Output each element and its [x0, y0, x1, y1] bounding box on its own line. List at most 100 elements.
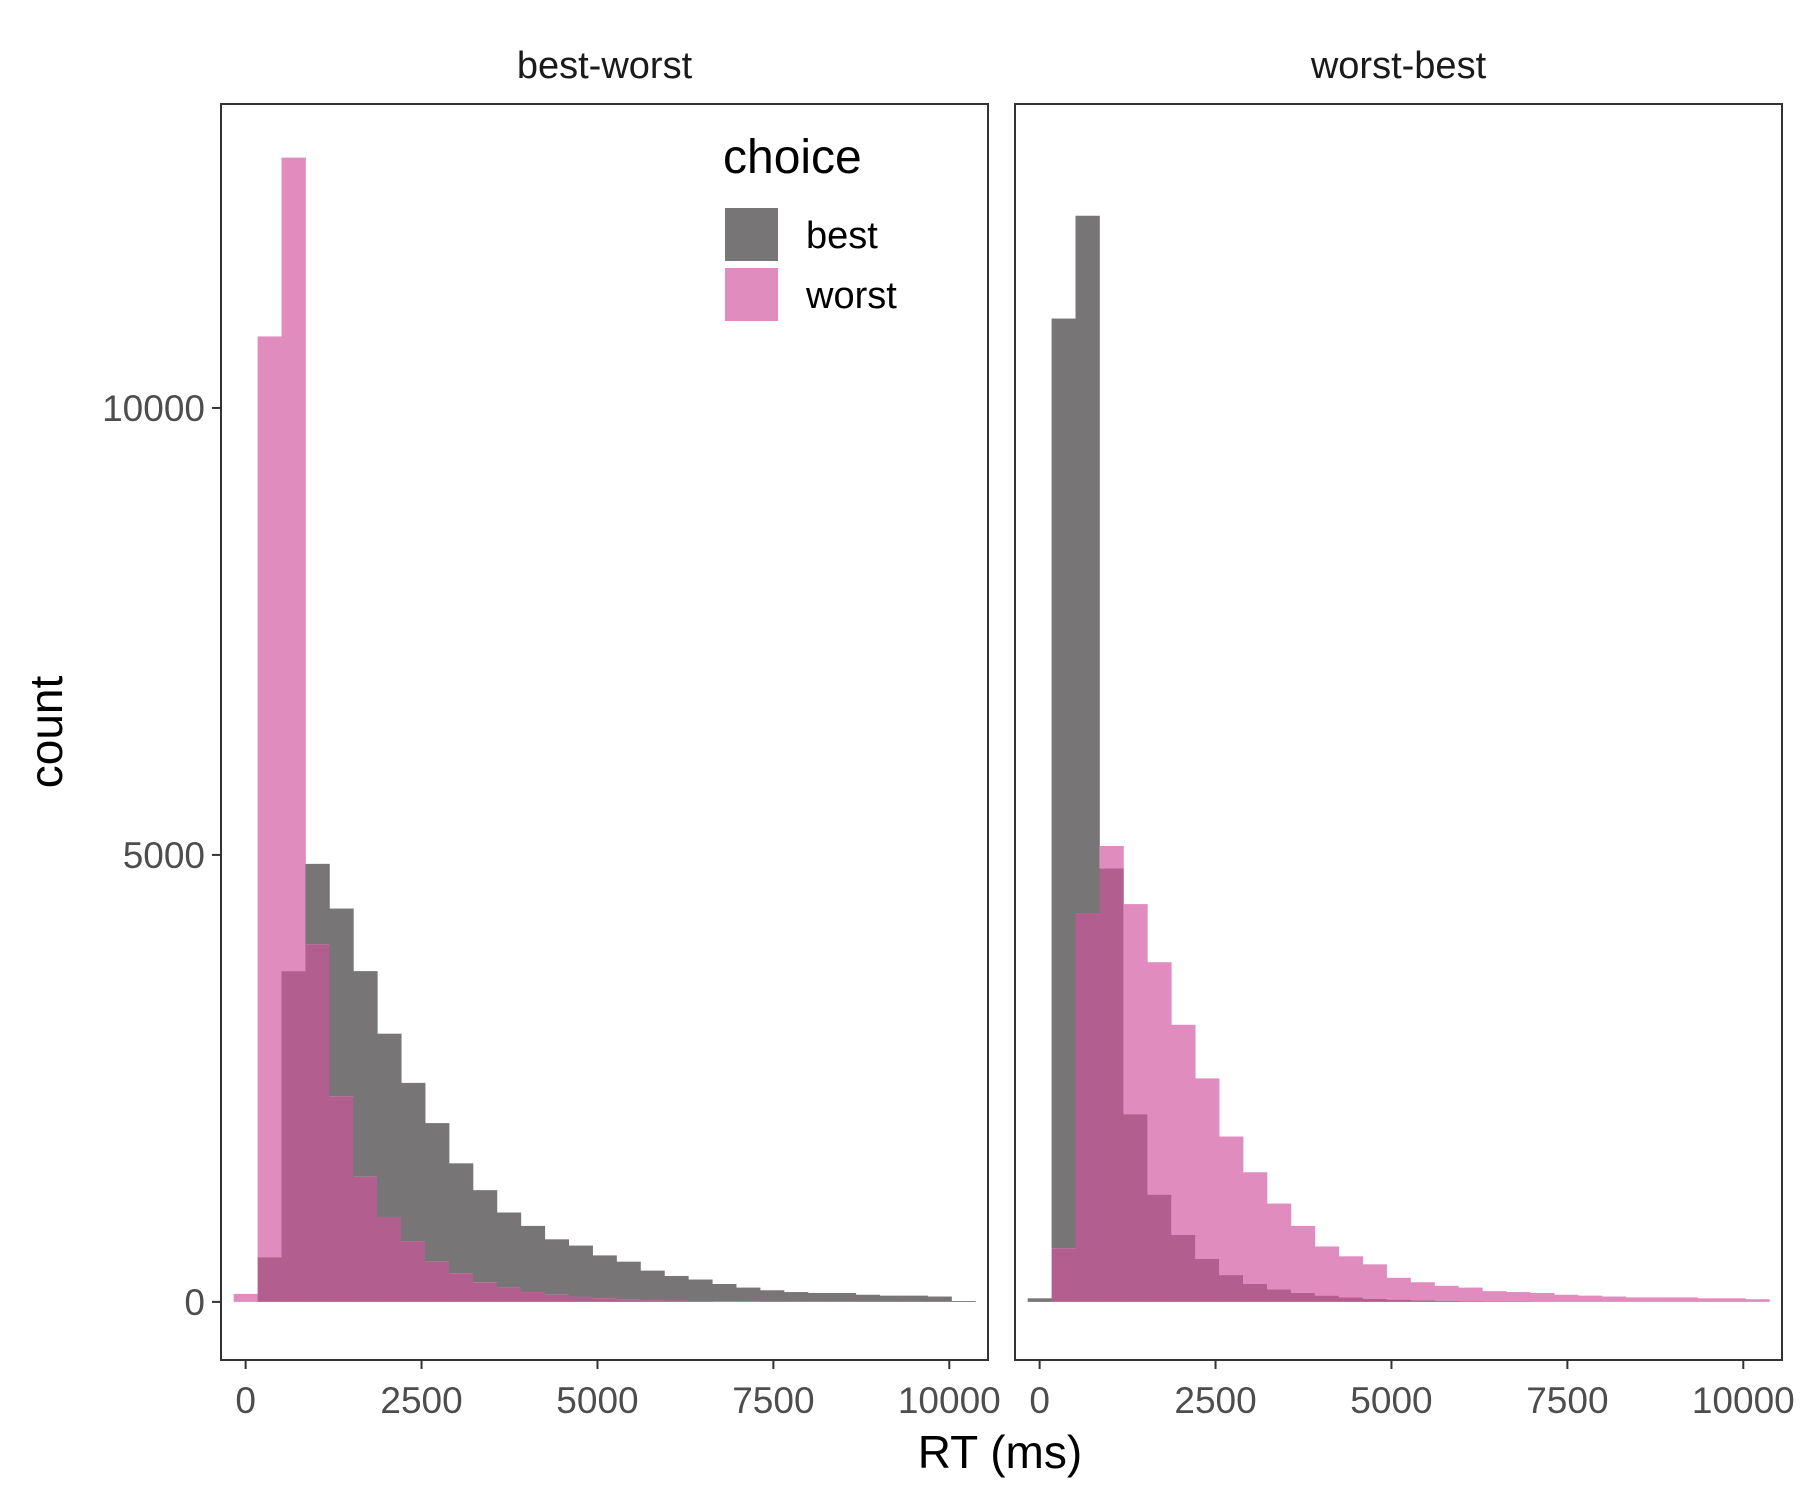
- bar-best: [832, 1293, 856, 1302]
- bar-best: [401, 1083, 425, 1241]
- legend-key-best: [725, 208, 778, 261]
- bar-overlap: [688, 1301, 712, 1302]
- bar-best: [449, 1163, 473, 1273]
- legend-label-best: best: [806, 215, 878, 257]
- bar-overlap: [1123, 1114, 1147, 1302]
- legend-title: choice: [723, 131, 862, 184]
- bar-best: [353, 971, 377, 1177]
- bar-worst: [1363, 1264, 1387, 1298]
- bar-worst: [1147, 962, 1171, 1194]
- bar-worst: [1650, 1297, 1674, 1301]
- panel-title: best-worst: [517, 45, 693, 87]
- bar-overlap: [282, 971, 306, 1302]
- bar-overlap: [569, 1297, 593, 1302]
- bar-overlap: [736, 1301, 760, 1302]
- bar-worst: [258, 336, 282, 1257]
- bar-best: [1076, 216, 1100, 913]
- bar-overlap: [1267, 1289, 1291, 1302]
- bar-overlap: [545, 1295, 569, 1302]
- bar-overlap: [473, 1282, 497, 1302]
- bar-overlap: [1315, 1296, 1339, 1302]
- bar-overlap: [377, 1217, 401, 1302]
- bar-overlap: [353, 1177, 377, 1302]
- bar-overlap: [329, 1096, 353, 1302]
- y-tick-label: 0: [184, 1282, 205, 1323]
- x-tick-label: 0: [1029, 1380, 1050, 1421]
- bar-best: [688, 1280, 712, 1301]
- bar-best: [664, 1276, 688, 1301]
- bar-overlap: [1147, 1195, 1171, 1302]
- bar-worst: [1721, 1298, 1745, 1302]
- bar-worst: [1171, 1025, 1195, 1235]
- bar-overlap: [1482, 1301, 1506, 1302]
- bar-overlap: [305, 944, 329, 1302]
- x-tick-label: 10000: [898, 1380, 1001, 1421]
- bar-worst: [1339, 1256, 1363, 1297]
- x-tick-label: 7500: [1526, 1380, 1608, 1421]
- bar-best: [760, 1290, 784, 1301]
- bar-best: [640, 1271, 664, 1301]
- bar-worst: [1243, 1172, 1267, 1284]
- bar-best: [425, 1123, 449, 1262]
- bar-best: [497, 1212, 521, 1287]
- bar-overlap: [1219, 1275, 1243, 1302]
- bar-overlap: [521, 1292, 545, 1302]
- bar-overlap: [1291, 1293, 1315, 1302]
- bar-worst: [1219, 1137, 1243, 1276]
- bar-worst: [1602, 1297, 1626, 1302]
- x-tick-label: 5000: [556, 1380, 638, 1421]
- bar-best: [712, 1284, 736, 1301]
- x-tick-label: 5000: [1350, 1380, 1432, 1421]
- bar-overlap: [1363, 1299, 1387, 1302]
- bar-worst: [1698, 1298, 1722, 1302]
- bar-worst: [234, 1294, 258, 1302]
- legend-key-worst: [725, 268, 778, 321]
- bar-best: [521, 1226, 545, 1292]
- bar-best: [736, 1288, 760, 1302]
- bar-worst: [1458, 1288, 1482, 1302]
- bar-worst: [1434, 1286, 1458, 1301]
- bar-overlap: [258, 1257, 282, 1302]
- panel-title: worst-best: [1310, 45, 1487, 87]
- bar-overlap: [1243, 1284, 1267, 1302]
- bar-worst: [1626, 1297, 1650, 1301]
- x-axis-title: RT (ms): [918, 1426, 1082, 1478]
- bar-best: [569, 1246, 593, 1297]
- y-tick-label: 5000: [123, 835, 205, 876]
- bar-overlap: [1195, 1259, 1219, 1302]
- bar-worst: [1123, 904, 1147, 1114]
- bar-overlap: [1387, 1300, 1411, 1302]
- bar-worst: [282, 158, 306, 971]
- bar-overlap: [712, 1301, 736, 1302]
- bar-best: [616, 1262, 640, 1300]
- bar-worst: [1267, 1204, 1291, 1290]
- bar-best: [856, 1295, 880, 1302]
- bar-best: [1052, 319, 1076, 1249]
- x-tick-label: 7500: [732, 1380, 814, 1421]
- bar-best: [880, 1296, 904, 1302]
- bars: [234, 158, 976, 1302]
- bar-overlap: [1052, 1248, 1076, 1302]
- x-tick-label: 2500: [380, 1380, 462, 1421]
- bar-overlap: [616, 1299, 640, 1302]
- bar-worst: [1099, 846, 1123, 868]
- bar-best: [904, 1296, 928, 1302]
- x-tick-label: 0: [235, 1380, 256, 1421]
- bar-worst: [1745, 1299, 1769, 1302]
- bar-worst: [1554, 1295, 1578, 1302]
- bar-best: [808, 1293, 832, 1302]
- bar-best: [951, 1301, 975, 1302]
- bar-overlap: [1458, 1301, 1482, 1302]
- bar-overlap: [664, 1301, 688, 1302]
- legend-label-worst: worst: [805, 275, 897, 317]
- bar-worst: [1387, 1278, 1411, 1300]
- bar-overlap: [1434, 1301, 1458, 1302]
- bar-worst: [1530, 1293, 1554, 1302]
- bars: [1028, 216, 1770, 1302]
- bar-worst: [1195, 1078, 1219, 1259]
- bar-worst: [1506, 1292, 1530, 1301]
- bar-best: [377, 1034, 401, 1217]
- bar-best: [784, 1292, 808, 1302]
